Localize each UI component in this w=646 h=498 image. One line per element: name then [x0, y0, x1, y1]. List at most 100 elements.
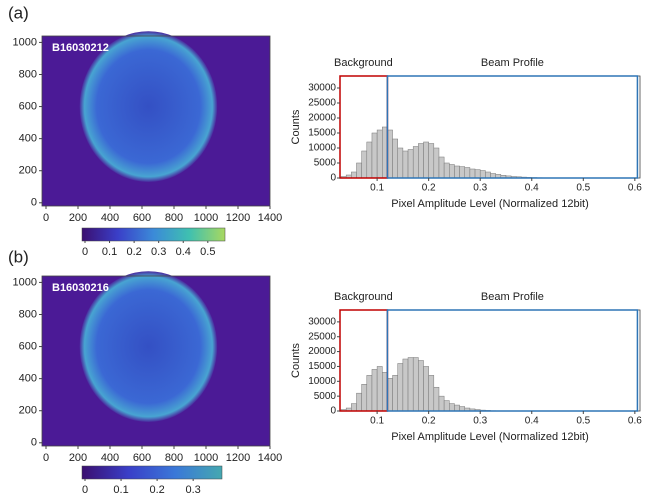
histogram-bar — [356, 392, 362, 412]
x-tick-label: 1200 — [226, 212, 250, 224]
colorbar-tick-label: 0 — [82, 246, 88, 258]
x-tick-label: 0.4 — [525, 183, 539, 194]
x-tick-label: 1000 — [194, 212, 218, 224]
x-tick-label: 0.3 — [473, 183, 487, 194]
x-tick-label: 400 — [101, 452, 119, 464]
histogram-bar — [361, 150, 368, 179]
x-tick-label: 0.1 — [370, 183, 384, 194]
histogram-bar — [371, 132, 378, 179]
x-tick-label: 0.4 — [525, 416, 539, 427]
x-tick-label: 0 — [43, 212, 49, 224]
histogram-bar — [479, 170, 486, 179]
histogram-bar — [418, 143, 424, 179]
y-tick-label: 600 — [19, 340, 37, 352]
histogram-bar — [392, 375, 398, 412]
y-tick-label: 30000 — [308, 83, 336, 94]
y-tick-label: 600 — [19, 100, 37, 112]
y-tick-label: 25000 — [308, 331, 336, 342]
histogram-bar — [423, 141, 429, 179]
histogram-bar — [449, 164, 455, 179]
y-axis-label: Counts — [290, 343, 302, 378]
region-label: Beam Profile — [481, 291, 544, 303]
y-tick-label: 15000 — [308, 128, 336, 139]
histogram-bar — [443, 162, 450, 179]
y-tick-label: 10000 — [308, 376, 336, 387]
colorbar-tick-label: 0.3 — [186, 484, 201, 496]
colorbar-tick-label: 0.5 — [200, 246, 215, 258]
histogram-bar — [376, 366, 383, 412]
histogram-bar — [382, 126, 388, 179]
histogram-bar — [474, 169, 481, 179]
y-tick-label: 5000 — [314, 391, 337, 402]
colorbar — [81, 227, 226, 242]
y-tick-label: 800 — [19, 68, 37, 80]
histogram-bar — [351, 403, 357, 412]
beam-image — [79, 31, 218, 182]
colorbar-tick-label: 0.3 — [151, 246, 166, 258]
histogram-bar — [366, 375, 373, 412]
x-tick-label: 200 — [69, 212, 87, 224]
histogram-bar — [433, 147, 440, 179]
x-axis-label: Pixel Amplitude Level (Normalized 12bit) — [391, 431, 588, 443]
region-label: Beam Profile — [481, 57, 544, 69]
x-tick-label: 1400 — [258, 452, 282, 464]
y-axis-label: Counts — [290, 109, 302, 144]
panel-label: (b) — [8, 247, 29, 266]
x-tick-label: 0.6 — [628, 183, 642, 194]
histogram-bar — [351, 171, 357, 179]
colorbar-tick-label: 0.4 — [176, 246, 191, 258]
histogram-bar — [382, 372, 388, 412]
histogram-bar — [387, 378, 393, 412]
colorbar-tick-label: 0.1 — [102, 246, 117, 258]
x-axis-label: Pixel Amplitude Level (Normalized 12bit) — [391, 198, 588, 210]
histogram-bar — [438, 395, 445, 412]
x-tick-label: 0.2 — [422, 416, 436, 427]
x-tick-label: 600 — [133, 452, 151, 464]
histogram-bar — [464, 167, 471, 179]
histogram-bar — [438, 156, 445, 179]
y-tick-label: 20000 — [308, 346, 336, 357]
image-title: B16030212 — [52, 42, 109, 54]
y-tick-label: 1000 — [13, 276, 37, 288]
region-box — [386, 309, 639, 412]
histogram-bar — [469, 168, 476, 179]
x-tick-label: 0.3 — [473, 416, 487, 427]
region-label: Background — [334, 291, 393, 303]
histogram-bar — [407, 357, 414, 412]
histogram-bar — [397, 147, 404, 179]
y-tick-label: 200 — [19, 405, 37, 417]
histogram-bar — [376, 129, 383, 179]
y-tick-label: 10000 — [308, 143, 336, 154]
x-tick-label: 1400 — [258, 212, 282, 224]
y-tick-label: 400 — [19, 133, 37, 145]
histogram-bar — [397, 363, 404, 412]
y-tick-label: 5000 — [314, 158, 337, 169]
histogram-bar — [366, 141, 373, 179]
axes-frame — [41, 35, 271, 207]
histogram-bar — [402, 358, 409, 412]
x-tick-label: 0.5 — [576, 416, 590, 427]
y-tick-label: 0 — [330, 406, 336, 417]
y-tick-label: 200 — [19, 165, 37, 177]
axes-frame — [41, 275, 271, 447]
histogram-bar — [454, 404, 460, 412]
x-tick-label: 1200 — [226, 452, 250, 464]
y-tick-label: 0 — [31, 437, 37, 449]
histogram-bar — [433, 386, 440, 412]
histogram-bar — [418, 360, 424, 412]
y-tick-label: 25000 — [308, 98, 336, 109]
histogram-bar — [371, 369, 378, 412]
histogram-bar — [428, 143, 435, 179]
y-tick-label: 800 — [19, 308, 37, 320]
colorbar-tick-label: 0.1 — [113, 484, 128, 496]
x-tick-label: 800 — [165, 452, 183, 464]
y-tick-label: 15000 — [308, 361, 336, 372]
colorbar-tick-label: 0.2 — [126, 246, 141, 258]
histogram-bar — [392, 138, 398, 179]
histogram-bar — [454, 165, 460, 179]
histogram-bar — [459, 166, 465, 179]
y-tick-label: 30000 — [308, 317, 336, 328]
x-tick-label: 600 — [133, 212, 151, 224]
panel-label: (a) — [8, 3, 29, 22]
histogram-bar — [412, 146, 419, 179]
